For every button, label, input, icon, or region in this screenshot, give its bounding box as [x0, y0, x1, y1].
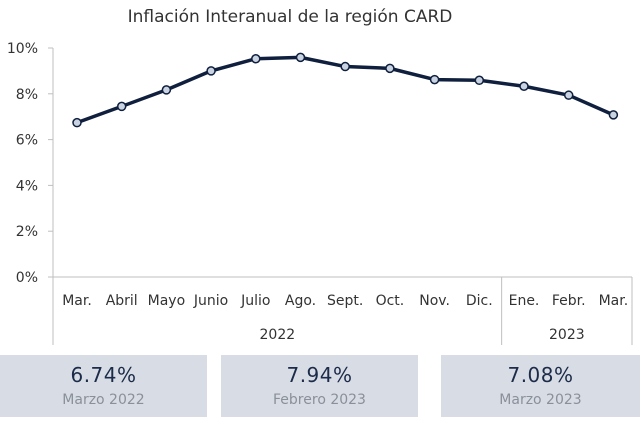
data-point-marker [385, 63, 395, 74]
stat-label-march-2022: Marzo 2022 [62, 392, 145, 408]
x-axis: Mar. Abril Mayo Junio Julio Ago. Sept. Oct. Nov.… [52, 276, 633, 345]
x-tick-label: Oct. [376, 293, 405, 309]
inflation-line-chart: Inflación Interanual de la región CARD 0… [7, 7, 633, 345]
x-tick-label: Sept. [327, 293, 363, 309]
data-point-marker [429, 74, 440, 85]
stat-value-february-2023: 7.94% [286, 363, 353, 387]
y-tick-label: 6% [16, 133, 38, 149]
data-point-marker [161, 85, 172, 95]
x-tick-label: Ene. [509, 293, 540, 309]
y-tick-label: 10% [7, 41, 38, 57]
x-tick-label: Mar. [62, 293, 92, 309]
stat-box-march-2023: 7.08% Marzo 2023 [441, 355, 640, 417]
stat-value-march-2022: 6.74% [70, 363, 137, 387]
data-point-marker [563, 90, 574, 100]
x-tick-label: Dic. [466, 293, 493, 309]
y-tick-label: 0% [16, 270, 38, 286]
series-line-group [72, 52, 619, 128]
stat-value-march-2023: 7.08% [507, 363, 574, 387]
stat-label-march-2023: Marzo 2023 [499, 392, 582, 408]
stat-label-february-2023: Febrero 2023 [273, 392, 366, 408]
data-point-marker [116, 101, 127, 112]
y-axis: 0% 2% 4% 6% 8% 10% [7, 41, 54, 286]
y-tick-label: 4% [16, 178, 38, 194]
data-point-marker [519, 81, 529, 91]
y-tick-label: 8% [16, 87, 38, 103]
data-point-marker [608, 110, 619, 120]
x-tick-label: Mar. [599, 293, 629, 309]
stat-box-march-2022: 6.74% Marzo 2022 [0, 355, 207, 417]
y-tick-label: 2% [16, 224, 38, 240]
data-point-marker [251, 54, 261, 64]
x-tick-label: Abril [106, 293, 138, 309]
x-tick-label: Julio [240, 293, 270, 309]
x-tick-label: Nov. [419, 293, 450, 309]
data-point-marker [474, 75, 485, 86]
data-point-marker [295, 52, 306, 63]
stat-box-february-2023: 7.94% Febrero 2023 [221, 355, 418, 417]
x-tick-label: Mayo [148, 293, 186, 309]
x-tick-label: Febr. [552, 293, 586, 309]
x-tick-label: Ago. [285, 293, 316, 309]
data-point-marker [206, 66, 216, 76]
chart-title: Inflación Interanual de la región CARD [128, 7, 453, 27]
data-point-marker [340, 61, 350, 72]
x-tick-label: Junio [193, 293, 228, 309]
year-group-label: 2022 [260, 327, 296, 343]
year-group-label: 2023 [549, 327, 585, 343]
data-point-marker [72, 117, 82, 128]
